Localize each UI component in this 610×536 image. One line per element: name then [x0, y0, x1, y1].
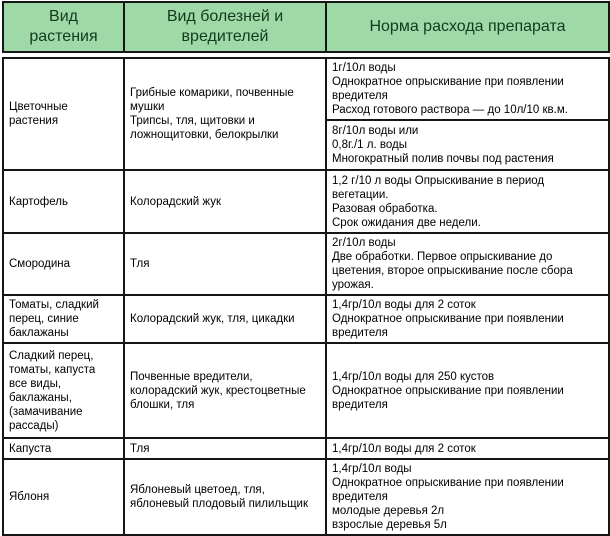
dosage-cell: 8г/10л воды или 0,8г./1 л. воды Многокра… — [325, 119, 610, 171]
column-header-dosage: Норма расхода препарата — [325, 1, 610, 53]
pests-cell: Тля — [123, 232, 327, 296]
dosage-cell: 1,4гр/10л воды для 2 соток Однократное о… — [325, 294, 610, 344]
header-row: Вид растения Вид болезней и вредителей Н… — [2, 1, 610, 53]
plant-cell: Томаты, сладкий перец, синие баклажаны — [2, 294, 125, 344]
dosage-cell: 1,4гр/10л воды Однократное опрыскивание … — [325, 458, 610, 536]
plant-cell: Цветочные растения — [2, 57, 125, 171]
pests-cell: Грибные комарики, почвенные мушки Трипсы… — [123, 57, 327, 171]
plant-cell: Картофель — [2, 169, 125, 234]
dosage-cell: 1,4гр/10л воды для 250 кустов Однократно… — [325, 342, 610, 439]
table-row: Томаты, сладкий перец, синие баклажаны К… — [2, 294, 610, 344]
plant-cell: Смородина — [2, 232, 125, 296]
pests-cell: Тля — [123, 437, 327, 460]
dosage-cell: 1,2 г/10 л воды Опрыскивание в период ве… — [325, 169, 610, 234]
table-row: Капуста Тля 1,4гр/10л воды для 2 соток — [2, 437, 610, 460]
dosage-cell: 1г/10л воды Однократное опрыскивание при… — [325, 57, 610, 121]
table-row: Смородина Тля 2г/10л воды Две обработки.… — [2, 232, 610, 296]
column-header-plant: Вид растения — [2, 1, 125, 53]
dosage-cell: 1,4гр/10л воды для 2 соток — [325, 437, 610, 460]
table-row: Сладкий перец, томаты, капуста все виды,… — [2, 342, 610, 439]
plant-cell: Сладкий перец, томаты, капуста все виды,… — [2, 342, 125, 439]
table-row: Яблоня Яблоневый цветоед, тля, яблоневый… — [2, 458, 610, 536]
plant-cell: Капуста — [2, 437, 125, 460]
pests-cell: Яблоневый цветоед, тля, яблоневый плодов… — [123, 458, 327, 536]
table-body: Цветочные растения Грибные комарики, поч… — [2, 57, 610, 536]
pests-cell: Колорадский жук, тля, цикадки — [123, 294, 327, 344]
table-row: 8г/10л воды или 0,8г./1 л. воды Многокра… — [3, 119, 610, 171]
dosage-cell: 2г/10л воды Две обработки. Первое опрыск… — [325, 232, 610, 296]
table-row: Цветочные растения Грибные комарики, поч… — [2, 57, 610, 171]
column-header-pests: Вид болезней и вредителей — [123, 1, 327, 53]
table-row: Картофель Колорадский жук 1,2 г/10 л вод… — [2, 169, 610, 234]
pests-cell: Почвенные вредители, колорадский жук, кр… — [123, 342, 327, 439]
table-header: Вид растения Вид болезней и вредителей Н… — [2, 1, 610, 53]
pests-cell: Колорадский жук — [123, 169, 327, 234]
plant-cell: Яблоня — [2, 458, 125, 536]
